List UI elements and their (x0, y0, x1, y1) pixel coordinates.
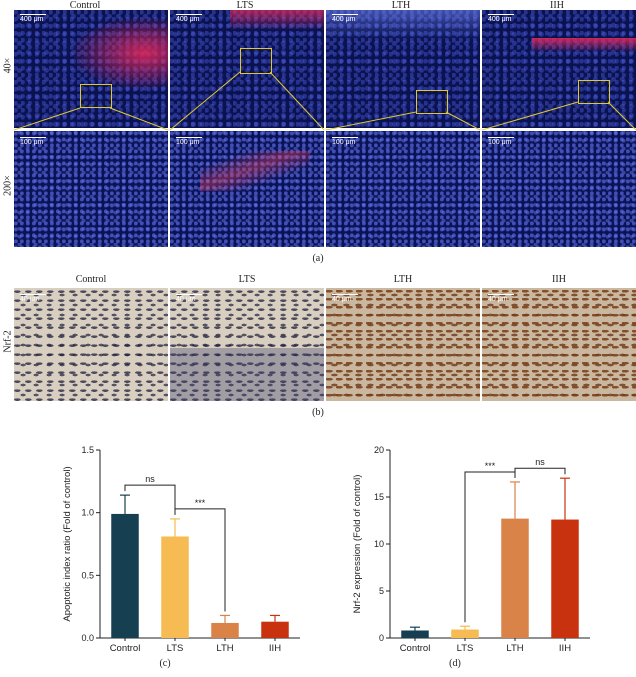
scale-label: 400 μm (176, 16, 200, 23)
panel-c-label: (c) (159, 658, 171, 669)
significance-label: *** (195, 498, 206, 508)
scale-label: 400 μm (488, 16, 512, 23)
row-label-200x: 200× (2, 175, 14, 196)
scale-label: 400 μm (332, 16, 356, 23)
micrograph-200x-iih: 100 μm (482, 131, 636, 247)
scale-label: 100 μm (332, 139, 356, 146)
ihc-lts: 40 μm (170, 288, 324, 401)
chart-apoptotic-index: 0.0 0.5 1.0 1.5 Apoptotic index ratio (Fold … (62, 445, 300, 654)
significance-bracket: ns (514, 457, 566, 478)
scale-label: 40 μm (332, 296, 352, 303)
y-tick-label: 0.0 (81, 633, 94, 643)
x-tick-label: LTH (506, 643, 523, 654)
bar-lth (211, 622, 239, 638)
micrograph-200x-control: 100 μm (14, 131, 168, 247)
panel-a-label: (a) (312, 253, 324, 264)
y-tick-label: 10 (374, 539, 384, 549)
significance-label: ns (145, 474, 155, 484)
col-label-control: Control (75, 274, 107, 285)
scale-label: 40 μm (488, 296, 508, 303)
col-label-iih: IIH (552, 274, 566, 285)
col-label-control: Control (69, 0, 101, 11)
x-tick-label: Control (110, 643, 141, 654)
bracket-line (124, 484, 176, 515)
ihc-control: 40 μm (14, 288, 168, 401)
col-label-lth: LTH (393, 274, 413, 285)
scale-label: 100 μm (176, 139, 200, 146)
micrograph-200x-lth: 100 μm (326, 131, 480, 247)
ihc-iih: 40 μm (482, 288, 636, 401)
x-tick-label: IIH (269, 643, 281, 654)
significance-label: ns (535, 457, 545, 467)
y-axis-label: Nrf-2 expression (Fold of control) (352, 475, 363, 614)
bar-iih (551, 519, 579, 638)
y-tick-label: 1.5 (81, 445, 94, 455)
y-tick-label: 0.5 (81, 570, 94, 580)
x-tick-label: IIH (559, 643, 571, 654)
x-tick-label: LTS (457, 643, 474, 654)
micrograph-40x-control: 400 μm (14, 10, 168, 128)
micrograph-200x-lts: 100 μm (170, 131, 324, 247)
bar-lts (451, 629, 479, 638)
bar-control (111, 513, 139, 638)
x-tick-label: Control (400, 643, 431, 654)
micrograph-40x-iih: 400 μm (482, 10, 636, 128)
scale-label: 400 μm (20, 16, 44, 23)
col-label-lth: LTH (391, 0, 411, 11)
chart-nrf2-expression: 0 5 10 15 20 Nrf-2 expression (Fold of contro… (352, 445, 590, 654)
y-tick-label: 0 (379, 633, 384, 643)
y-tick-label: 1.0 (81, 508, 94, 518)
micrograph-40x-lth: 400 μm (326, 10, 480, 128)
zoom-lines (13, 71, 636, 131)
bracket-line (514, 467, 566, 478)
col-label-lts: LTS (236, 0, 254, 11)
bar-control (401, 630, 429, 638)
scale-label: 100 μm (488, 139, 512, 146)
bracket-line (174, 508, 226, 612)
bar-lth (501, 518, 529, 638)
y-tick-label: 15 (374, 492, 384, 502)
col-label-lts: LTS (238, 274, 256, 285)
y-axis-label: Apoptotic index ratio (Fold of control) (62, 466, 73, 621)
bar-iih (261, 621, 289, 638)
panel-b-label: (b) (312, 407, 324, 418)
significance-bracket: *** (174, 498, 226, 612)
x-tick-label: LTS (167, 643, 184, 654)
col-label-iih: IIH (550, 0, 564, 11)
x-tick-label: LTH (216, 643, 233, 654)
scale-label: 100 μm (20, 139, 44, 146)
ihc-lth: 40 μm (326, 288, 480, 401)
panel-d-label: (d) (449, 658, 461, 669)
row-label-nrf2: Nrf-2 (2, 330, 14, 353)
scale-label: 40 μm (176, 296, 196, 303)
y-tick-label: 5 (379, 586, 384, 596)
y-tick-label: 20 (374, 445, 384, 455)
significance-label: *** (485, 461, 496, 471)
bar-lts (161, 536, 189, 638)
scale-label: 40 μm (20, 296, 40, 303)
significance-bracket: ns (124, 474, 176, 515)
